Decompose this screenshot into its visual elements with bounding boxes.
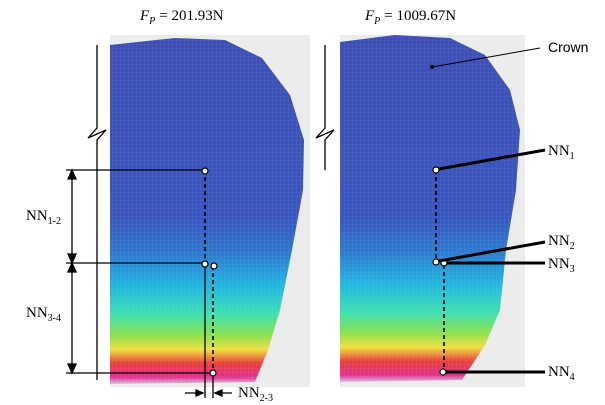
value: = 1009.67N [384,8,456,24]
nn-label: NN2 [548,233,575,252]
sub: 2-3 [260,393,273,404]
subscript: P [373,16,380,27]
dashed-lines [204,170,445,373]
sub: 4 [570,372,575,383]
sub: 3 [570,264,575,275]
mesh [110,38,304,384]
main: NN [548,256,570,272]
nn-label: NN3-4 [26,305,61,324]
panel-title: FP = 201.93N [139,8,224,27]
subscript: P [148,16,155,27]
main: NN [548,233,570,249]
nodes [201,166,448,377]
sub: 1-2 [48,216,61,227]
nn-label: NN2-3 [238,385,273,404]
symbol: F [139,8,150,24]
nn-label: NN3 [548,256,575,275]
main: NN [26,305,48,321]
sub: 2 [570,241,575,252]
sub: 1 [570,151,575,162]
nn-label: NN1-2 [26,208,61,227]
value: = 201.93N [159,8,223,24]
sub: 3-4 [48,313,61,324]
leader-lines [430,47,546,374]
main: NN [26,208,48,224]
main: NN [238,385,260,401]
nn-label: NN1 [548,143,575,162]
main: NN [548,364,570,380]
crown-label: Crown [548,39,588,55]
main: NN [548,143,570,159]
symbol: F [364,8,375,24]
dimension-lines [66,45,335,398]
panel-title: FP = 1009.67N [364,8,456,27]
mesh [340,35,520,382]
nn-label: NN4 [548,364,575,383]
